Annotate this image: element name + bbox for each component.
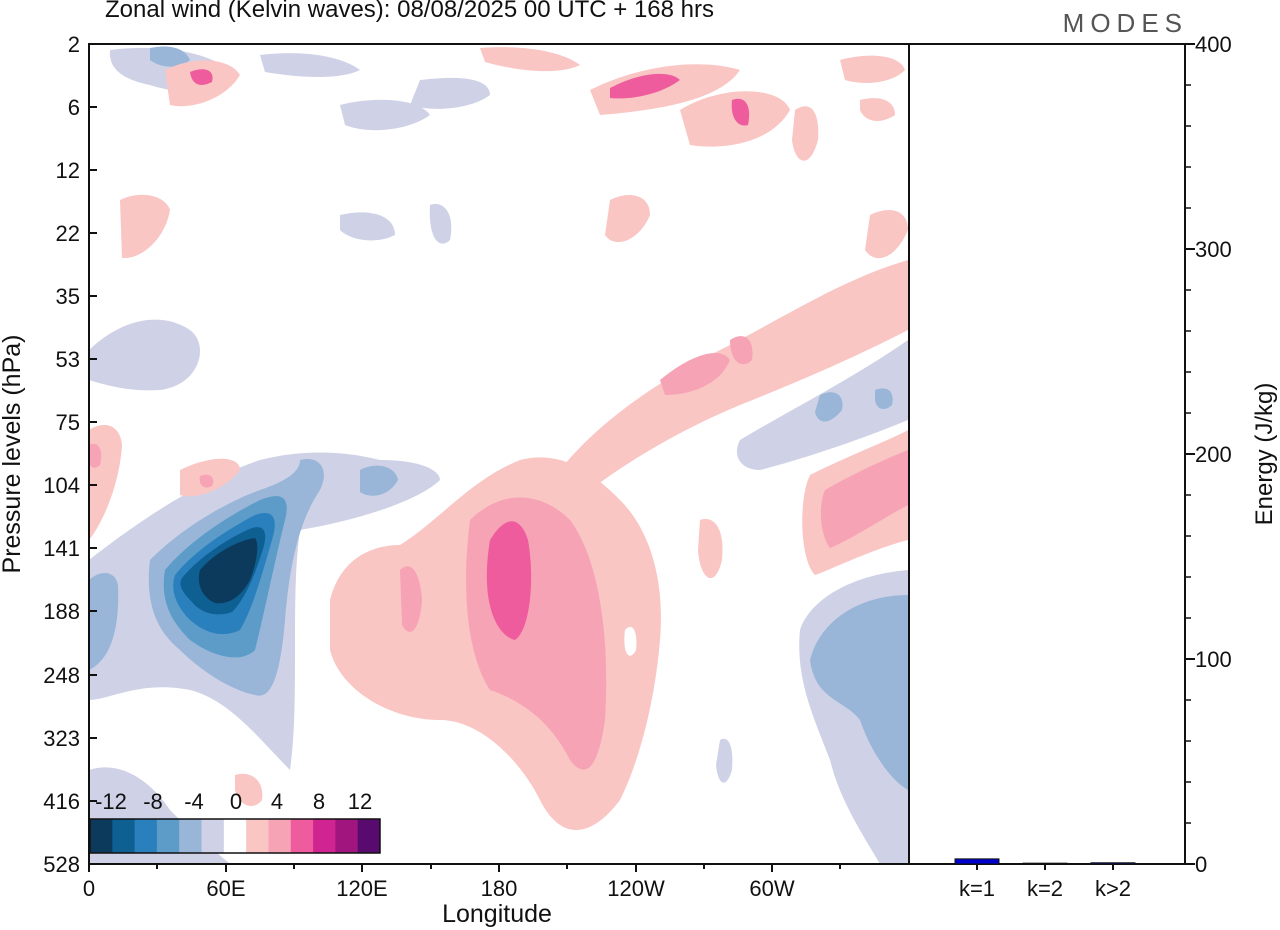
- longitude-tick-label: 120W: [607, 876, 665, 901]
- longitude-tick-label: 60W: [749, 876, 794, 901]
- colorbar-label: -8: [143, 789, 163, 814]
- colorbar-swatches: [90, 819, 381, 853]
- colorbar-label: 8: [313, 789, 325, 814]
- energy-tick-label: 300: [1195, 237, 1232, 262]
- colorbar-swatch: [179, 819, 203, 853]
- energy-axis-label: Energy (J/kg): [1251, 383, 1278, 526]
- pressure-tick-label: 12: [56, 158, 80, 183]
- brand-logo: MODES: [1062, 8, 1188, 38]
- pressure-tick-label: 528: [43, 852, 80, 877]
- pressure-tick-label: 141: [43, 536, 80, 561]
- energy-category-label: k>2: [1095, 876, 1131, 901]
- colorbar-swatch: [134, 819, 158, 853]
- colorbar-swatch: [268, 819, 292, 853]
- pressure-tick-label: 188: [43, 599, 80, 624]
- pressure-tick-label: 416: [43, 789, 80, 814]
- pressure-tick-label: 6: [68, 95, 80, 120]
- pressure-tick-label: 35: [56, 284, 80, 309]
- energy-bar: [1090, 862, 1136, 865]
- energy-tick-label: 0: [1195, 852, 1207, 877]
- colorbar-swatch: [290, 819, 314, 853]
- energy-categories: k=1 k=2 k>2: [959, 864, 1131, 901]
- longitude-axis-label: Longitude: [442, 900, 552, 928]
- pressure-tick-label: 2: [68, 32, 80, 57]
- pressure-tick-label: 53: [56, 347, 80, 372]
- colorbar-label: -4: [184, 789, 204, 814]
- energy-tick-label: 100: [1195, 647, 1232, 672]
- colorbar-label: -12: [95, 789, 127, 814]
- energy-tick-label: 400: [1195, 32, 1232, 57]
- colorbar-swatch: [357, 819, 381, 853]
- longitude-tick-label: 120E: [336, 876, 387, 901]
- colorbar-swatch: [246, 819, 269, 853]
- colorbar-swatch: [112, 819, 136, 853]
- pressure-axis-label: Pressure levels (hPa): [0, 335, 26, 574]
- chart-title: Zonal wind (Kelvin waves): 08/08/2025 00…: [105, 0, 714, 23]
- pressure-tick-label: 248: [43, 663, 80, 688]
- pressure-tick-label: 75: [56, 410, 80, 435]
- colorbar-label: 12: [348, 789, 372, 814]
- pressure-tick-label: 104: [43, 473, 80, 498]
- longitude-tick-label: 0: [83, 876, 95, 901]
- colorbar-swatch: [156, 819, 180, 853]
- energy-category-label: k=1: [959, 876, 995, 901]
- colorbar-label: 0: [230, 789, 242, 814]
- energy-bar: [954, 858, 1000, 865]
- colorbar-label: 4: [271, 789, 283, 814]
- energy-bars: [954, 858, 1136, 865]
- pressure-tick-label: 22: [56, 221, 80, 246]
- longitude-axis: 0 60E 120E 180 120W 60W Longitude: [83, 864, 841, 928]
- pressure-axis: 2 6 12 22 35 53 75 104 141 188 248 323 4…: [0, 32, 97, 877]
- colorbar-swatch: [335, 819, 359, 853]
- colorbar-swatch: [223, 819, 247, 853]
- colorbar-swatch: [90, 819, 113, 853]
- energy-category-label: k=2: [1027, 876, 1063, 901]
- pressure-tick-label: 323: [43, 726, 80, 751]
- longitude-tick-label: 180: [481, 876, 518, 901]
- energy-axis: 400 300 200 100 0 Energy (J/kg): [1185, 32, 1278, 877]
- energy-tick-label: 200: [1195, 442, 1232, 467]
- colorbar-frame: [89, 818, 381, 854]
- contour-field: [89, 46, 908, 864]
- colorbar-legend: -12 -8 -4 0 4 8 12: [89, 789, 381, 854]
- longitude-tick-label: 60E: [206, 876, 245, 901]
- colorbar-swatch: [201, 819, 225, 853]
- colorbar-swatch: [313, 819, 336, 853]
